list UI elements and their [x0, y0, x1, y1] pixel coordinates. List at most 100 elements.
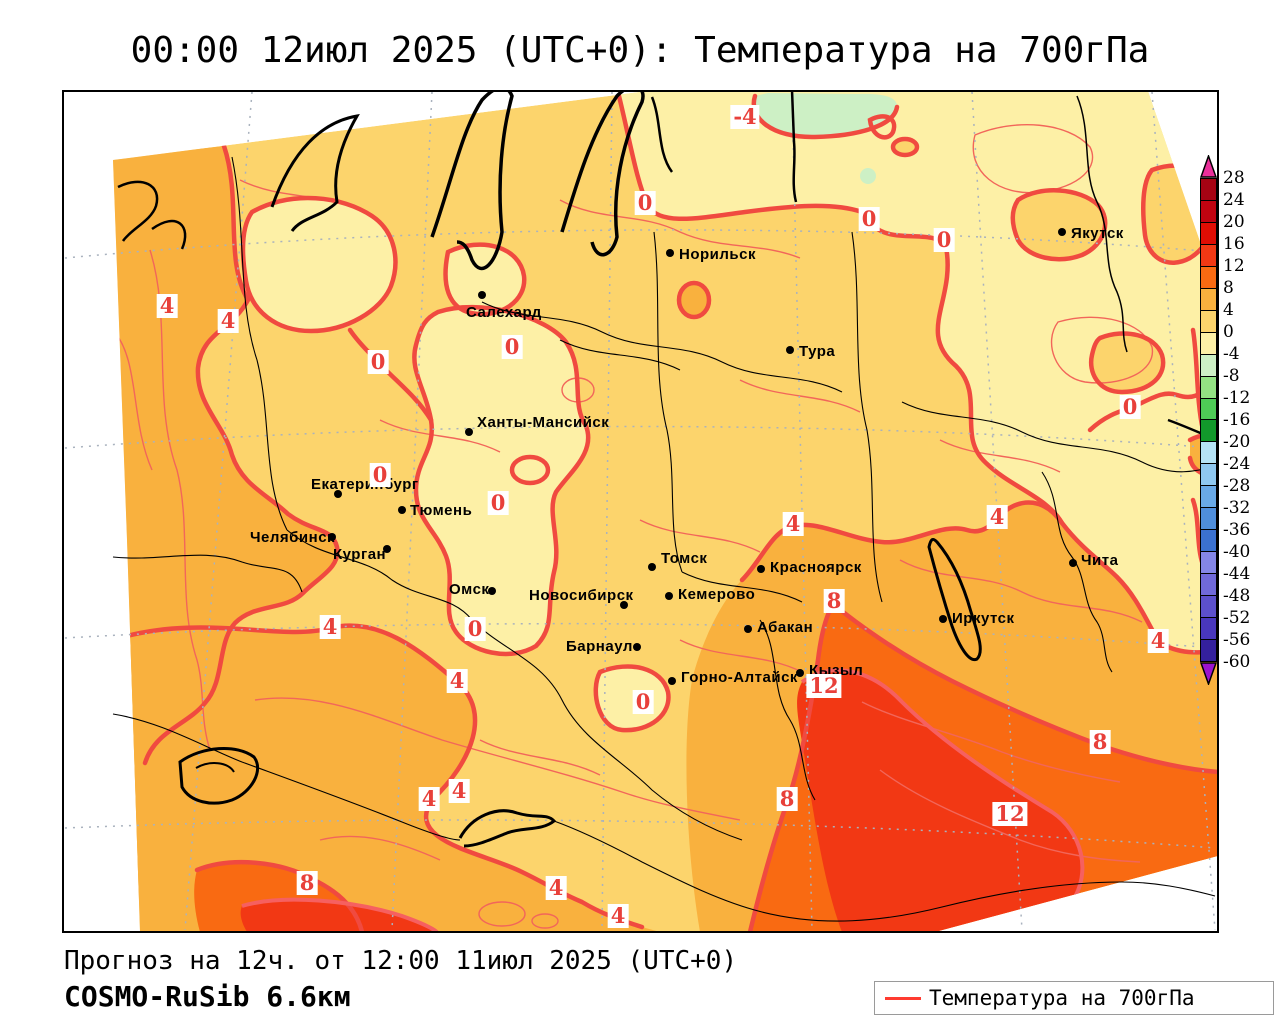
city-label: Абакан	[757, 619, 814, 636]
contour-value-label: 0	[858, 207, 880, 231]
colorbar-cell	[1201, 179, 1216, 201]
legend-line-sample	[885, 996, 921, 1000]
colorbar-tick-label: -4	[1223, 344, 1240, 364]
city-dot	[488, 587, 496, 595]
city-dot	[383, 545, 391, 553]
city-dot	[648, 563, 656, 571]
city-dot	[786, 346, 794, 354]
thin-contours	[113, 123, 1154, 929]
city-dot	[398, 506, 406, 514]
contour-value-label: -4	[730, 105, 760, 129]
city-label: Новосибирск	[529, 587, 634, 604]
city-dot	[939, 615, 947, 623]
contour-value-label: 0	[933, 228, 955, 252]
contour-value-label: 4	[545, 876, 567, 900]
city-label: Красноярск	[770, 559, 862, 576]
city-dot	[478, 291, 486, 299]
city-label: Горно-Алтайск	[681, 669, 798, 686]
colorbar-tick-label: 4	[1223, 300, 1234, 320]
colorbar-tick-label: -48	[1223, 586, 1251, 606]
colorbar-above-max-arrow	[1200, 155, 1217, 178]
city-dot	[1069, 559, 1077, 567]
city-label: Екатеринбург	[311, 476, 419, 493]
contour-value-label: 0	[464, 617, 486, 641]
city-dot	[796, 669, 804, 677]
city-label: Чита	[1081, 552, 1119, 569]
colorbar-tick-label: 8	[1223, 278, 1234, 298]
city-dot	[757, 565, 765, 573]
contour-value-label: 4	[319, 615, 341, 639]
city-dot	[1058, 228, 1066, 236]
colorbar-cell	[1201, 442, 1216, 465]
contour-value-label: 12	[806, 674, 842, 698]
contour-value-label: 8	[1089, 730, 1111, 754]
city-dot	[744, 625, 752, 633]
city-label: Норильск	[679, 246, 756, 263]
colorbar-tick-label: 20	[1223, 212, 1245, 232]
city-dot	[633, 643, 641, 651]
colorbar-tick-label: -44	[1223, 564, 1251, 584]
colorbar-tick-label: -60	[1223, 652, 1251, 672]
city-dot	[668, 677, 676, 685]
contour-value-label: 4	[782, 512, 804, 536]
contour-value-label: 8	[296, 871, 318, 895]
colorbar-cell	[1201, 222, 1216, 245]
colorbar-cell	[1201, 266, 1216, 289]
colorbar-tick-label: -52	[1223, 608, 1251, 628]
contour-value-label: 4	[448, 779, 470, 803]
colorbar-tick-label: -28	[1223, 476, 1251, 496]
contour-value-label: 4	[217, 309, 239, 333]
contour-value-label: 4	[156, 294, 178, 318]
colorbar-cell	[1201, 640, 1216, 661]
lake-baikal	[927, 537, 982, 662]
colorbar-cell	[1201, 552, 1216, 575]
contour-value-label: 0	[369, 463, 391, 487]
city-label: Кемерово	[678, 586, 756, 603]
city-dot	[665, 592, 673, 600]
map-frame-border	[62, 90, 1219, 933]
colorbar-tick-label: 12	[1223, 256, 1245, 276]
colorbar-cell	[1201, 332, 1216, 355]
colorbar-tick-label: 16	[1223, 234, 1245, 254]
city-label: Омск	[449, 581, 490, 598]
city-label: Ханты-Мансийск	[477, 414, 610, 431]
colorbar-tick-label: -56	[1223, 630, 1251, 650]
contour-value-label: 4	[418, 787, 440, 811]
city-label: Якутск	[1071, 225, 1124, 242]
colorbar-cell	[1201, 618, 1216, 641]
city-label: Иркутск	[952, 610, 1015, 627]
city-label: Томск	[661, 550, 708, 567]
colorbar-below-min-arrow	[1200, 662, 1217, 685]
colorbar-tick-label: 0	[1223, 322, 1234, 342]
colorbar-cell	[1201, 288, 1216, 311]
contour-value-label: 0	[634, 191, 656, 215]
colorbar-tick-label: -16	[1223, 410, 1251, 430]
model-info-text: COSMO-RuSib 6.6км	[64, 980, 351, 1013]
contour-value-label: 4	[446, 669, 468, 693]
colorbar-cell	[1201, 354, 1216, 377]
contour-value-label: 12	[992, 802, 1028, 826]
colorbar-tick-label: -24	[1223, 454, 1251, 474]
colorbar-cell	[1201, 486, 1216, 509]
temperature-field	[113, 92, 1217, 931]
forecast-info-text: Прогноз на 12ч. от 12:00 11июл 2025 (UTC…	[64, 946, 738, 976]
legend-box: Температура на 700гПа	[874, 981, 1274, 1015]
coastline-and-rivers	[117, 92, 1217, 848]
city-label: Тюмень	[410, 502, 473, 519]
city-label: Барнаул	[566, 638, 633, 655]
contour-value-label: 4	[1147, 629, 1169, 653]
legend-label: Температура на 700гПа	[929, 986, 1195, 1010]
city-dot	[328, 533, 336, 541]
colorbar-cell	[1201, 596, 1216, 619]
city-label: Курган	[333, 546, 387, 563]
thick-contours-12	[241, 668, 1085, 931]
contour-value-label: 0	[487, 491, 509, 515]
contour-value-label: 8	[823, 589, 845, 613]
city-dot	[465, 428, 473, 436]
colorbar-tick-label: -20	[1223, 432, 1251, 452]
colorbar-cell	[1201, 310, 1216, 333]
colorbar-tick-label: -36	[1223, 520, 1251, 540]
contour-value-label: 0	[1119, 395, 1141, 419]
page-title: 00:00 12июл 2025 (UTC+0): Температура на…	[130, 30, 1150, 71]
